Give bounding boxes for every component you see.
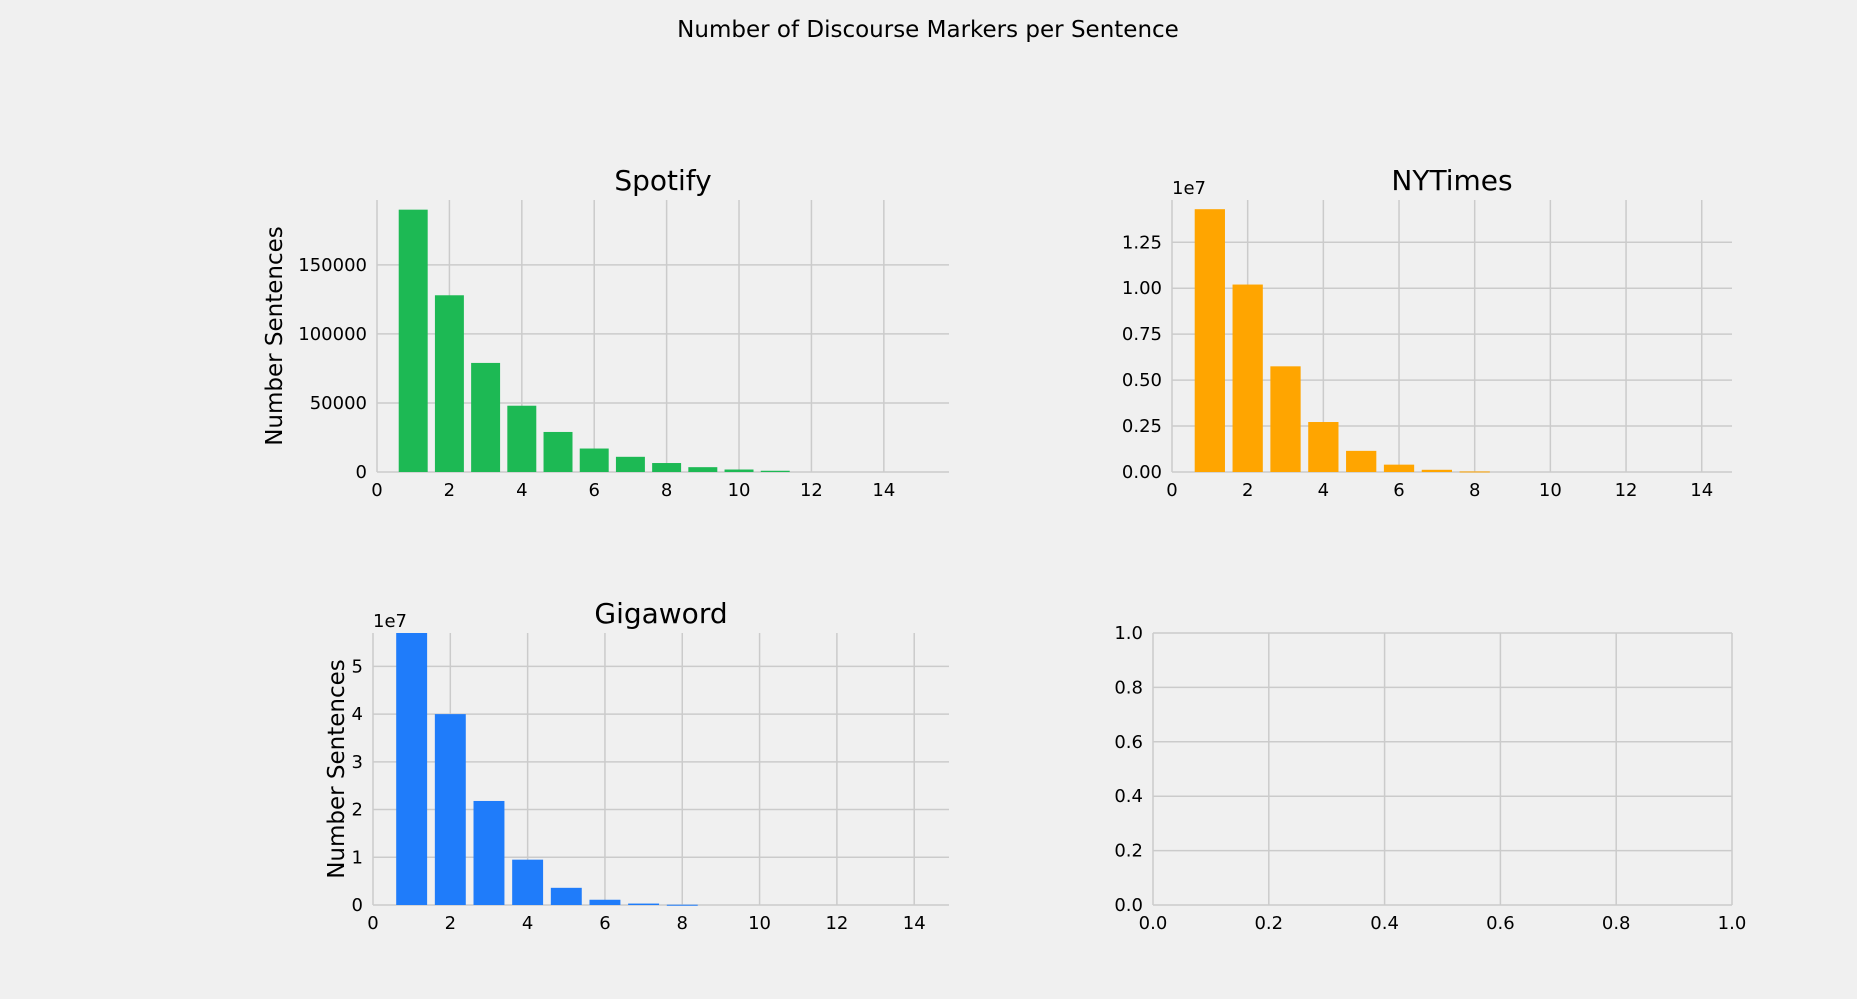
axis-offset-label: 1e7	[1172, 178, 1206, 199]
bar-nytimes-3	[1270, 366, 1301, 472]
x-tick-label: 0.0	[1139, 913, 1168, 934]
x-tick-label: 8	[677, 913, 688, 934]
x-tick-label: 0.8	[1602, 913, 1631, 934]
x-tick-label: 12	[825, 913, 848, 934]
subplot-title: Spotify	[614, 164, 711, 197]
bar-nytimes-8	[1459, 471, 1490, 473]
bar-gigaword-8	[666, 904, 698, 906]
x-tick-label: 6	[1393, 480, 1404, 501]
bar-spotify-4	[507, 405, 537, 472]
bar-spotify-7	[615, 456, 645, 472]
bar-spotify-1	[398, 209, 428, 472]
bar-nytimes-5	[1346, 450, 1377, 472]
x-tick-label: 2	[1242, 480, 1253, 501]
bar-nytimes-7	[1421, 469, 1452, 472]
bar-spotify-10	[724, 469, 754, 472]
y-tick-label: 1.0	[1114, 623, 1143, 644]
x-tick-label: 0	[1166, 480, 1177, 501]
y-tick-label: 5	[352, 656, 363, 677]
x-tick-label: 6	[599, 913, 610, 934]
y-tick-label: 1	[352, 847, 363, 868]
x-tick-label: 0.2	[1254, 913, 1283, 934]
bar-spotify-5	[543, 431, 573, 472]
y-tick-label: 0.2	[1114, 841, 1143, 862]
y-tick-label: 1.00	[1122, 278, 1162, 299]
x-tick-label: 8	[1469, 480, 1480, 501]
x-tick-label: 14	[903, 913, 926, 934]
y-tick-label: 0.8	[1114, 677, 1143, 698]
x-tick-label: 1.0	[1718, 913, 1747, 934]
bar-gigaword-3	[473, 800, 505, 905]
bar-spotify-2	[434, 295, 464, 472]
y-tick-label: 2	[352, 800, 363, 821]
y-tick-label: 1.25	[1122, 232, 1162, 253]
bar-nytimes-2	[1232, 284, 1263, 472]
bar-nytimes-1	[1194, 209, 1225, 472]
x-tick-label: 6	[588, 480, 599, 501]
x-tick-label: 2	[445, 913, 456, 934]
y-tick-label: 0.75	[1122, 324, 1162, 345]
x-tick-label: 4	[1318, 480, 1329, 501]
x-tick-label: 14	[872, 480, 895, 501]
bar-nytimes-4	[1308, 422, 1339, 472]
y-tick-label: 0.50	[1122, 370, 1162, 391]
subplot-empty: 0.0 0.2 0.4 0.6 0.8 1.0 0.0 0.2 0.4 0.6 0.8 1.0	[1114, 623, 1746, 934]
x-tick-label: 12	[1615, 480, 1638, 501]
y-tick-label: 0	[356, 462, 367, 483]
y-tick-label: 0.0	[1114, 895, 1143, 916]
y-tick-label: 0.25	[1122, 416, 1162, 437]
x-tick-label: 0	[367, 913, 378, 934]
x-tick-label: 4	[522, 913, 533, 934]
subplot-spotify: 0 2 4 6 8 10 12 14 0 50000 100000 150000 Spotify Numb…	[262, 164, 949, 501]
y-tick-label: 0.6	[1114, 732, 1143, 753]
y-tick-label: 4	[352, 704, 363, 725]
x-tick-label: 8	[661, 480, 672, 501]
x-tick-label: 0.6	[1486, 913, 1515, 934]
y-tick-label: 150000	[298, 255, 367, 276]
bar-gigaword-1	[396, 633, 428, 905]
y-tick-label: 0	[352, 895, 363, 916]
bar-gigaword-7	[628, 903, 660, 905]
bar-spotify-11	[760, 470, 790, 472]
x-tick-label: 10	[728, 480, 751, 501]
x-tick-label: 12	[800, 480, 823, 501]
figure-title: Number of Discourse Markers per Sentence	[677, 17, 1179, 43]
x-tick-label: 14	[1690, 480, 1713, 501]
y-tick-label: 3	[352, 752, 363, 773]
bar-nytimes-6	[1383, 464, 1415, 472]
bar-gigaword-2	[434, 714, 466, 905]
y-axis-label: Number Sentences	[262, 226, 288, 446]
bar-gigaword-4	[512, 859, 544, 905]
x-tick-label: 4	[516, 480, 527, 501]
x-tick-label: 0.4	[1370, 913, 1399, 934]
x-tick-label: 2	[444, 480, 455, 501]
x-tick-label: 10	[748, 913, 771, 934]
y-tick-label: 100000	[298, 324, 367, 345]
subplot-title: Gigaword	[594, 597, 727, 630]
bar-spotify-6	[579, 448, 609, 472]
x-tick-label: 0	[371, 480, 382, 501]
axis-offset-label: 1e7	[373, 611, 407, 632]
x-tick-label: 10	[1539, 480, 1562, 501]
y-tick-label: 0.4	[1114, 786, 1143, 807]
y-tick-label: 50000	[310, 393, 367, 414]
y-tick-label: 0.00	[1122, 462, 1162, 483]
subplot-title: NYTimes	[1391, 164, 1512, 197]
bar-spotify-9	[688, 467, 718, 472]
subplot-nytimes: 0 2 4 6 8 10 12 14 0.00 0.25 0.50 0.75 1.00 1.25 1e7 NY…	[1122, 164, 1732, 501]
bar-gigaword-6	[589, 899, 621, 905]
bar-gigaword-5	[550, 887, 582, 905]
bar-spotify-3	[471, 362, 501, 472]
y-axis-label: Number Sentences	[324, 659, 350, 879]
bar-spotify-8	[652, 463, 682, 472]
